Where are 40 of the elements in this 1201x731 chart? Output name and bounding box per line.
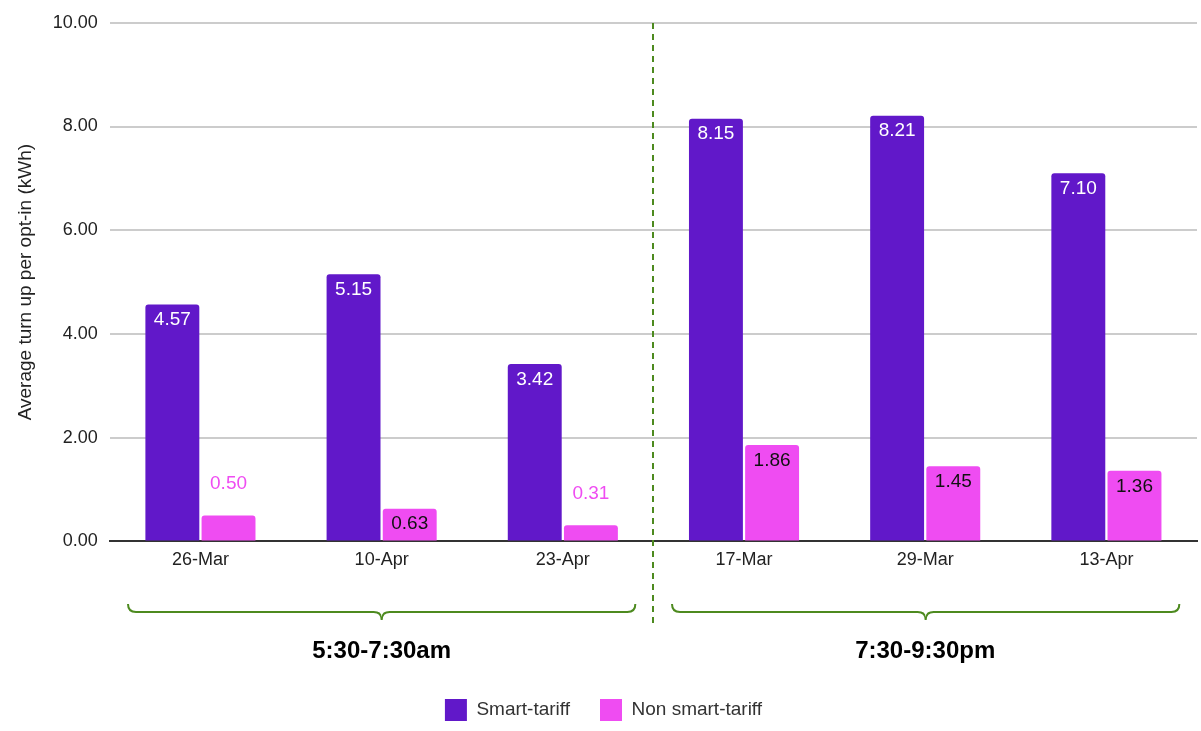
x-tick-label: 13-Apr xyxy=(1079,549,1134,570)
x-tick-label: 17-Mar xyxy=(715,549,773,570)
bar xyxy=(145,304,200,541)
bar xyxy=(1107,470,1162,541)
data-label: 0.63 xyxy=(391,512,429,534)
text: 5:30-7:30am xyxy=(312,635,452,663)
data-label: 1.45 xyxy=(934,469,972,491)
data-label: 1.36 xyxy=(1116,474,1153,496)
data-label: 1.86 xyxy=(753,448,791,470)
data-label: 0.31 xyxy=(572,482,610,504)
data-label: 0.50 xyxy=(210,472,248,494)
data-label: 7.10 xyxy=(1059,176,1097,198)
bar xyxy=(507,364,562,541)
y-tick-label: 4.00 xyxy=(62,322,98,343)
text: 7:30-9:30pm xyxy=(855,635,996,663)
x-tick-label: 23-Apr xyxy=(535,549,590,570)
data-label: 4.57 xyxy=(153,308,191,330)
data-label: 8.21 xyxy=(878,119,916,141)
bar xyxy=(201,515,256,541)
y-tick-label: 2.00 xyxy=(62,426,98,447)
bar xyxy=(745,444,800,541)
y-tick-label: 8.00 xyxy=(62,115,98,136)
data-label: 8.15 xyxy=(697,122,735,144)
bar xyxy=(1051,173,1106,541)
y-tick-label: 0.00 xyxy=(62,530,98,551)
y-tick-label: 10.00 xyxy=(52,11,98,32)
bar xyxy=(926,466,981,541)
bar xyxy=(688,118,743,541)
bar xyxy=(870,115,925,541)
x-tick-label: 29-Mar xyxy=(896,549,954,570)
data-label: 5.15 xyxy=(335,278,373,300)
data-label: 3.42 xyxy=(516,367,554,389)
legend-label: Non smart-tariff xyxy=(631,698,763,720)
y-tick-label: 6.00 xyxy=(62,219,98,240)
legend-label: Smart-tariff xyxy=(476,698,571,720)
bar xyxy=(326,274,381,541)
y-axis-title: Average turn up per opt-in (kWh) xyxy=(13,143,35,421)
x-tick-label: 26-Mar xyxy=(171,549,229,570)
x-tick-label: 10-Apr xyxy=(354,549,409,570)
bar xyxy=(563,525,618,541)
